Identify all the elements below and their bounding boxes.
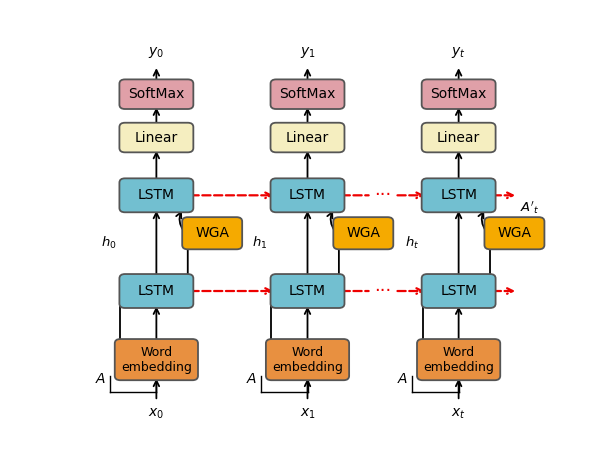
FancyBboxPatch shape [271,123,344,152]
FancyBboxPatch shape [119,178,193,212]
Text: Linear: Linear [286,130,329,144]
Text: A: A [95,372,105,386]
FancyBboxPatch shape [417,339,500,380]
Text: Word
embedding: Word embedding [121,346,192,374]
Text: WGA: WGA [497,226,532,240]
FancyBboxPatch shape [119,274,193,308]
Text: $x_t$: $x_t$ [451,407,466,421]
FancyBboxPatch shape [334,217,393,250]
Text: $y_t$: $y_t$ [451,45,466,60]
FancyBboxPatch shape [484,217,544,250]
Text: $h_0$: $h_0$ [101,235,116,251]
Text: LSTM: LSTM [440,189,477,202]
Text: LSTM: LSTM [289,284,326,298]
FancyBboxPatch shape [182,217,242,250]
FancyBboxPatch shape [422,123,496,152]
FancyBboxPatch shape [271,79,344,109]
FancyBboxPatch shape [115,339,198,380]
Text: $x_0$: $x_0$ [148,407,164,421]
Text: LSTM: LSTM [138,284,175,298]
Text: $h_1$: $h_1$ [253,235,268,251]
FancyBboxPatch shape [266,339,349,380]
Text: WGA: WGA [346,226,380,240]
Text: $y_0$: $y_0$ [148,45,164,60]
FancyBboxPatch shape [422,79,496,109]
FancyBboxPatch shape [271,274,344,308]
Text: A: A [398,372,407,386]
Text: SoftMax: SoftMax [430,87,487,101]
Text: ···: ··· [374,282,392,300]
Text: $y_1$: $y_1$ [299,45,316,60]
Text: $x_1$: $x_1$ [299,407,316,421]
Text: WGA: WGA [195,226,229,240]
Text: LSTM: LSTM [138,189,175,202]
Text: ···: ··· [374,186,392,204]
FancyBboxPatch shape [119,123,193,152]
Text: LSTM: LSTM [440,284,477,298]
Text: Word
embedding: Word embedding [272,346,343,374]
Text: SoftMax: SoftMax [128,87,185,101]
FancyBboxPatch shape [422,178,496,212]
Text: $A'_t$: $A'_t$ [520,200,540,216]
FancyBboxPatch shape [119,79,193,109]
Text: LSTM: LSTM [289,189,326,202]
Text: Linear: Linear [437,130,480,144]
FancyBboxPatch shape [422,274,496,308]
FancyBboxPatch shape [271,178,344,212]
Text: $h_t$: $h_t$ [404,235,419,251]
Text: A: A [247,372,256,386]
Text: Word
embedding: Word embedding [423,346,494,374]
Text: SoftMax: SoftMax [280,87,335,101]
Text: Linear: Linear [135,130,178,144]
